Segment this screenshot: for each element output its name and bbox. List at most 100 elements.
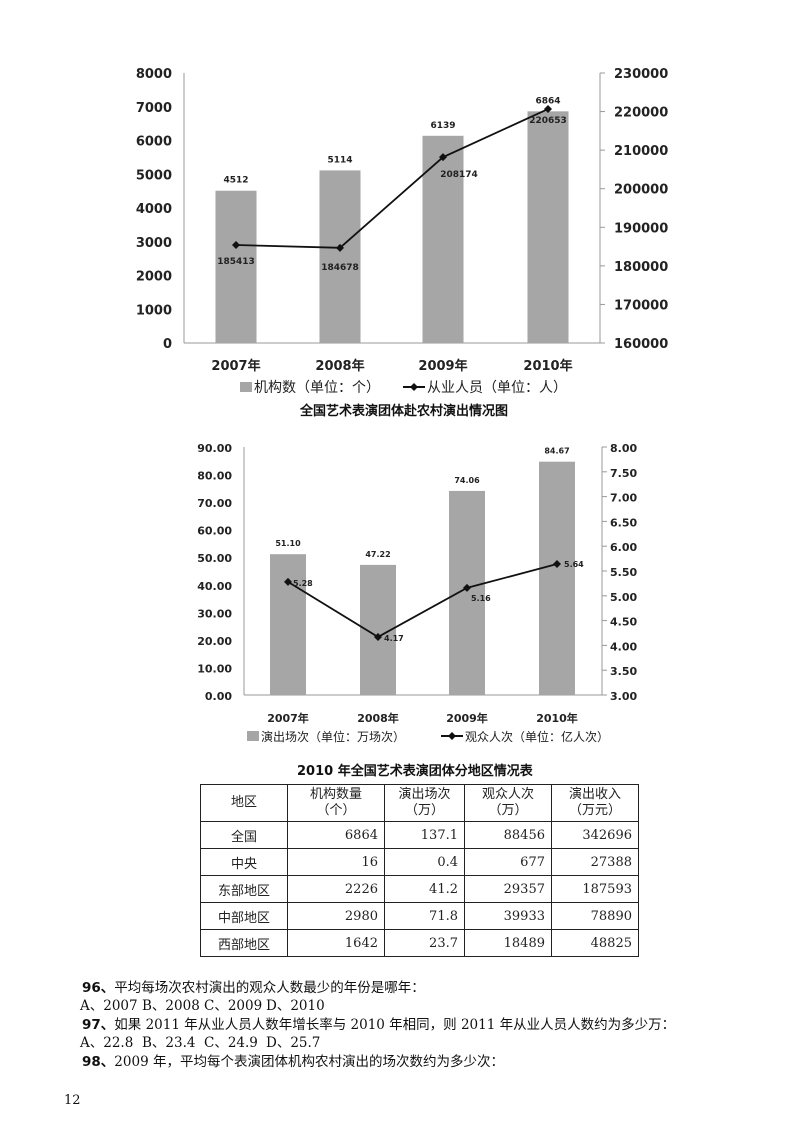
option[interactable]: D、2010 <box>266 998 325 1014</box>
chart1-line-label: 185413 <box>217 257 255 267</box>
value-cell: 342696 <box>551 821 639 849</box>
chart2-legend-bar-swatch <box>247 731 259 741</box>
chart1-right-tick: 210000 <box>614 144 668 159</box>
value-cell: 187593 <box>551 875 639 903</box>
region-table: 地区 机构数量 （个） 演出场次 （万） 观众人次 （万） 演出收入 （万元） 全国 68… <box>200 784 639 957</box>
chart1-line-label: 220653 <box>529 116 567 126</box>
chart1-line-label: 184678 <box>321 263 359 273</box>
chart2-legend-marker <box>448 732 456 740</box>
chart1-bar-label: 5114 <box>327 155 352 165</box>
page-number: 12 <box>64 1093 81 1108</box>
value-cell: 0.4 <box>384 848 465 876</box>
question-number: 97、 <box>82 1017 115 1033</box>
option[interactable]: D、25.7 <box>266 1035 321 1051</box>
option[interactable]: C、24.9 <box>204 1035 258 1051</box>
chart1-category-label: 2009年 <box>418 358 467 374</box>
chart2-left-tick: 50.00 <box>197 552 232 565</box>
value-cell: 39933 <box>464 902 552 930</box>
chart1-left-tick: 2000 <box>136 270 172 285</box>
chart2-right-tick: 5.50 <box>610 566 637 579</box>
chart1-title: 全国艺术表演团体赴农村演出情况图 <box>300 404 509 419</box>
chart1-right-tick: 230000 <box>614 67 668 82</box>
chart1-bar <box>319 170 361 343</box>
chart1-bar <box>215 190 257 343</box>
table-row: 西部地区 1642 23.7 18489 48825 <box>200 929 639 957</box>
chart1-legend-bar-label: 机构数（单位：个） <box>254 380 380 396</box>
chart1-right-tick: 190000 <box>614 221 668 236</box>
value-cell: 677 <box>464 848 552 876</box>
region-cell: 东部地区 <box>200 875 288 903</box>
chart1-bar-label: 6139 <box>430 121 455 131</box>
value-cell: 16 <box>287 848 385 876</box>
chart2-right-tick: 4.00 <box>610 640 637 653</box>
chart2-right-tick: 3.00 <box>610 690 637 703</box>
value-cell: 88456 <box>464 821 552 849</box>
chart2-left-tick: 80.00 <box>197 470 232 483</box>
value-cell: 41.2 <box>384 875 465 903</box>
chart1-right-tick: 170000 <box>614 298 668 313</box>
chart1-line-label: 208174 <box>440 170 478 180</box>
chart1-right-tick: 220000 <box>614 106 668 121</box>
chart2-left-tick: 30.00 <box>197 607 232 620</box>
chart2-line-marker <box>463 583 471 592</box>
chart2-bar-label: 84.67 <box>544 447 569 456</box>
chart1-left-tick: 5000 <box>136 168 172 183</box>
chart1-left-tick: 3000 <box>136 236 172 251</box>
value-cell: 29357 <box>464 875 552 903</box>
value-cell: 23.7 <box>384 929 465 957</box>
value-cell: 78890 <box>551 902 639 930</box>
value-cell: 2980 <box>287 902 385 930</box>
chart2-bar-label: 74.06 <box>454 476 480 485</box>
chart2-bar-label: 47.22 <box>365 550 390 559</box>
chart1-left-tick: 6000 <box>136 135 172 150</box>
chart2-left-tick: 20.00 <box>197 635 232 648</box>
question: 98、2009 年，平均每个表演团体机构农村演出的场次数约为多少次： <box>82 1050 504 1070</box>
chart2-left-tick: 90.00 <box>197 442 232 455</box>
option[interactable]: C、2009 <box>204 998 263 1014</box>
charts-canvas: 0 1000 2000 3000 4000 5000 6000 7000 8000 160000 1… <box>136 67 668 744</box>
chart2-right-tick: 5.00 <box>610 591 637 604</box>
region-cell: 全国 <box>200 821 288 849</box>
chart1-left-tick: 8000 <box>136 67 172 82</box>
question-number: 98、 <box>82 1054 115 1070</box>
option[interactable]: A、22.8 <box>80 1035 134 1051</box>
chart2-line-marker <box>553 560 561 569</box>
chart1-category-label: 2008年 <box>315 358 364 374</box>
value-cell: 2226 <box>287 875 385 903</box>
chart1-legend-line-label: 从业人员（单位：人） <box>427 380 567 396</box>
chart1-category-label: 2007年 <box>211 358 260 374</box>
chart2-line-label: 4.17 <box>384 634 404 643</box>
value-cell: 27388 <box>551 848 639 876</box>
chart1-line-marker <box>439 153 447 162</box>
chart2-line-label: 5.28 <box>293 579 313 588</box>
chart1-line-marker <box>544 105 552 114</box>
option[interactable]: A、2007 <box>80 998 138 1014</box>
value-cell: 6864 <box>287 821 385 849</box>
chart2-bar <box>270 554 306 695</box>
chart2-legend-line-label: 观众人次（单位：亿人次） <box>465 729 609 744</box>
question-text: 2009 年，平均每个表演团体机构农村演出的场次数约为多少次： <box>114 1054 504 1070</box>
table-row: 中央 16 0.4 677 27388 <box>200 848 639 876</box>
chart2-category-label: 2008年 <box>357 711 399 725</box>
header-institutions: 机构数量 （个） <box>287 784 385 822</box>
table-header-row: 地区 机构数量 （个） 演出场次 （万） 观众人次 （万） 演出收入 （万元） <box>200 784 639 822</box>
table-row: 东部地区 2226 41.2 29357 187593 <box>200 875 639 903</box>
region-cell: 中央 <box>200 848 288 876</box>
chart2-left-tick: 40.00 <box>197 580 232 593</box>
chart2-line-label: 5.16 <box>471 594 491 603</box>
value-cell: 71.8 <box>384 902 465 930</box>
chart2-right-tick: 8.00 <box>610 442 637 455</box>
option[interactable]: B、2008 <box>142 998 200 1014</box>
table-row: 全国 6864 137.1 88456 342696 <box>200 821 639 849</box>
header-income: 演出收入 （万元） <box>551 784 639 822</box>
chart1-right-tick: 180000 <box>614 260 668 275</box>
option[interactable]: B、23.4 <box>142 1035 196 1051</box>
question: 96、平均每场次农村演出的观众人数最少的年份是哪年： <box>82 976 425 996</box>
table-title: 2010 年全国艺术表演团体分地区情况表 <box>297 764 533 779</box>
region-cell: 中部地区 <box>200 902 288 930</box>
value-cell: 48825 <box>551 929 639 957</box>
chart1-category-label: 2010年 <box>523 358 572 374</box>
chart1-left-tick: 4000 <box>136 202 172 217</box>
region-cell: 西部地区 <box>200 929 288 957</box>
chart1-bar <box>422 135 464 343</box>
